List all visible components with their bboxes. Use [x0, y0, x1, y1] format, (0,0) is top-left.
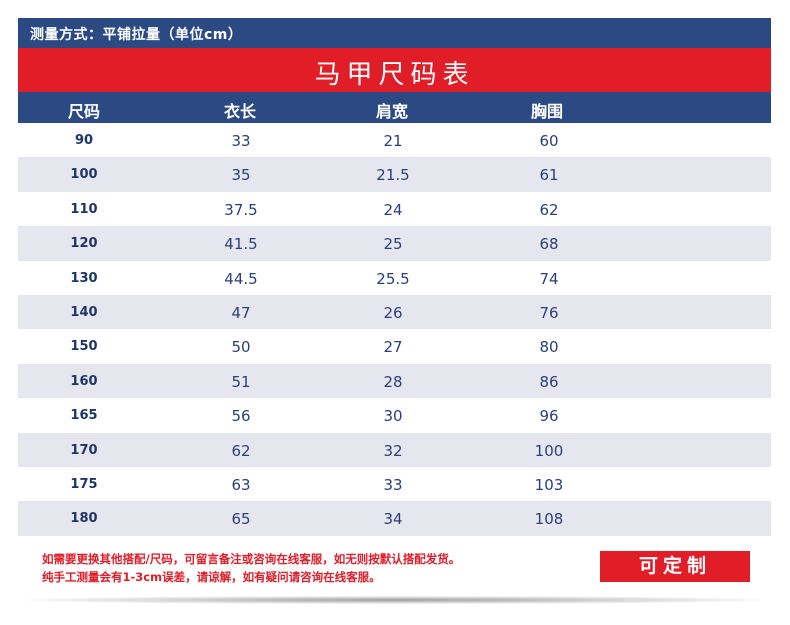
- size-cell: 150: [70, 339, 98, 355]
- size-cell: 130: [70, 270, 98, 286]
- chest-cell: 103: [534, 475, 564, 494]
- table-row: 130 44.5 25.5 74: [18, 261, 771, 295]
- shoulder-cell: 25.5: [376, 269, 410, 288]
- size-cell: 140: [70, 304, 98, 320]
- chest-cell: 68: [539, 235, 559, 254]
- chest-cell: 60: [539, 132, 559, 150]
- shoulder-cell: 34: [383, 510, 403, 529]
- shoulder-cell: 24: [383, 200, 403, 219]
- shoulder-cell: 21: [383, 132, 403, 150]
- customizable-badge: 可定制: [600, 551, 750, 582]
- length-cell: 35: [231, 166, 251, 185]
- size-cell: 100: [70, 167, 98, 183]
- shoulder-cell: 27: [383, 338, 403, 357]
- length-cell: 63: [231, 475, 251, 494]
- table-row: 100 35 21.5 61: [18, 157, 771, 192]
- table-row: 165 56 30 96: [18, 398, 771, 432]
- size-cell: 110: [70, 201, 98, 217]
- footer-note-line-2: 纯手工测量会有1-3cm误差，请谅解，如有疑问请咨询在线客服。: [42, 570, 381, 584]
- column-header-length: 衣长: [223, 102, 256, 121]
- column-header-size: 尺码: [67, 102, 100, 121]
- measure-method-note: 测量方式：平铺拉量（单位cm）: [30, 27, 243, 43]
- chest-cell: 96: [539, 407, 559, 426]
- measure-header-bar: 测量方式：平铺拉量（单位cm）: [18, 18, 771, 48]
- length-cell: 65: [231, 510, 251, 529]
- shoulder-cell: 26: [383, 303, 403, 322]
- size-cell: 90: [74, 133, 94, 148]
- length-cell: 37.5: [224, 200, 258, 219]
- size-cell: 175: [70, 476, 98, 492]
- length-cell: 62: [231, 441, 251, 460]
- shoulder-cell: 21.5: [376, 166, 410, 185]
- size-cell: 160: [70, 373, 98, 389]
- length-cell: 47: [231, 303, 251, 322]
- size-cell: 165: [70, 408, 98, 424]
- bottom-shadow: [30, 596, 760, 604]
- chest-cell: 86: [539, 372, 559, 391]
- table-row: 140 47 26 76: [18, 294, 771, 330]
- table-row: 150 50 27 80: [18, 329, 771, 363]
- column-header-chest: 胸围: [530, 102, 563, 121]
- shoulder-cell: 28: [383, 372, 403, 391]
- table-row: 110 37.5 24 62: [18, 192, 771, 226]
- chest-cell: 74: [539, 269, 559, 288]
- table-row: 90 33 21 60: [18, 123, 771, 157]
- chest-cell: 108: [534, 510, 564, 529]
- chest-cell: 62: [539, 200, 559, 219]
- length-cell: 41.5: [224, 235, 258, 254]
- size-cell: 120: [70, 236, 98, 252]
- table-row: 120 41.5 25 68: [18, 226, 771, 261]
- column-header-shoulder: 肩宽: [375, 102, 408, 121]
- table-row: 180 65 34 108: [18, 501, 771, 536]
- length-cell: 50: [231, 338, 251, 357]
- table-header: 尺码 衣长 肩宽 胸围: [18, 92, 771, 123]
- shoulder-cell: 32: [383, 441, 403, 460]
- table-row: 175 63 33 103: [18, 467, 771, 501]
- chest-cell: 80: [539, 338, 559, 357]
- length-cell: 51: [231, 372, 251, 391]
- chest-cell: 61: [539, 166, 559, 185]
- size-cell: 180: [70, 511, 98, 527]
- shoulder-cell: 30: [383, 407, 403, 426]
- table-row: 160 51 28 86: [18, 363, 771, 399]
- shoulder-cell: 33: [383, 475, 403, 494]
- size-table: 90 33 21 60 100 35 21.5 61 110 37.5 24 62 120 41.5 25 6…: [18, 123, 771, 536]
- length-cell: 33: [231, 132, 251, 150]
- chest-cell: 100: [534, 441, 564, 460]
- length-cell: 44.5: [224, 269, 258, 288]
- chest-cell: 76: [539, 303, 559, 322]
- size-cell: 170: [70, 442, 98, 458]
- shoulder-cell: 25: [383, 235, 403, 254]
- table-row: 170 62 32 100: [18, 432, 771, 467]
- page-title: 马甲尺码表: [314, 60, 475, 90]
- title-bar: 马甲尺码表: [18, 48, 771, 92]
- length-cell: 56: [231, 407, 251, 426]
- footer-note-line-1: 如需要更换其他搭配/尺码，可留言备注或咨询在线客服，如无则按默认搭配发货。: [42, 552, 461, 566]
